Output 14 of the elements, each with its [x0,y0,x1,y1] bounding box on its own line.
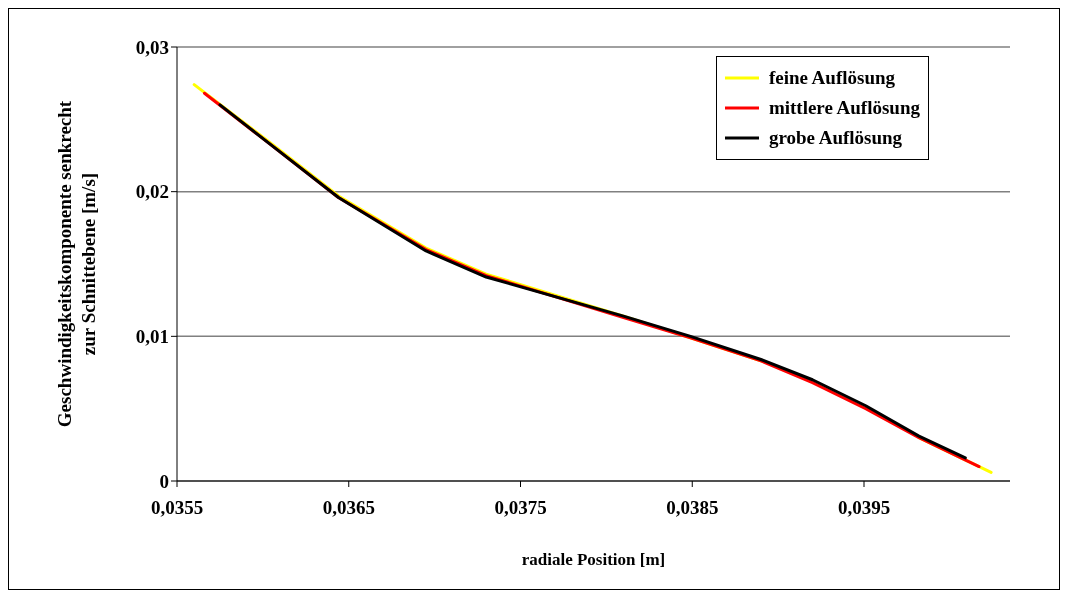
x-tick-label: 0,0355 [150,497,204,519]
y-tick-label: 0,02 [135,181,169,203]
legend-label: feine Auflösung [768,67,896,89]
y-tick-label: 0,03 [135,36,169,58]
x-tick-label: 0,0395 [837,497,891,519]
legend-label: grobe Auflösung [768,127,903,149]
y-axis-title: Geschwindigkeitskomponente senkrecht zur Schnittebene [m/s] [54,100,99,428]
y-tick-label: 0,01 [135,326,169,348]
x-tick-label: 0,0365 [322,497,375,519]
y-tick-label: 0 [159,470,169,492]
x-axis-title: radiale Position [m] [521,550,666,569]
legend-label: mittlere Auflösung [768,97,920,119]
x-tick-label: 0,0385 [666,497,719,519]
x-tick-label: 0,0375 [494,497,547,519]
